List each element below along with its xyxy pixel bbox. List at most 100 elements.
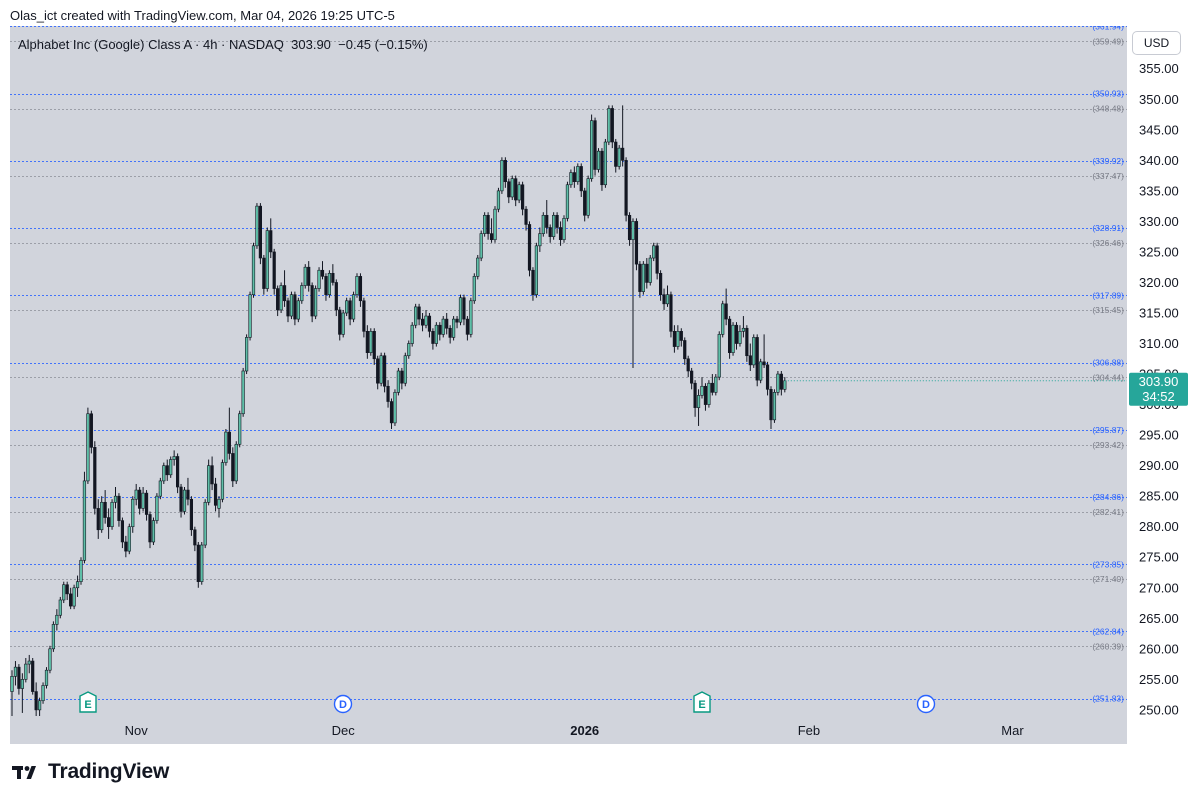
candle-90 — [320, 261, 325, 280]
candle-113 — [400, 367, 404, 390]
earnings-marker[interactable]: E — [693, 691, 711, 713]
candle-97 — [345, 297, 349, 317]
candle-135 — [476, 254, 480, 280]
candle-37 — [138, 487, 142, 515]
candle-26 — [100, 496, 104, 533]
candle-33 — [124, 535, 128, 558]
candle-16 — [65, 581, 69, 600]
time-axis[interactable]: Nov Dec 2026 Feb Mar — [10, 716, 1127, 744]
candle-41 — [151, 517, 156, 546]
candle-216 — [755, 334, 759, 387]
candle-53 — [193, 526, 197, 552]
candle-128 — [451, 316, 456, 341]
candle-74 — [265, 227, 269, 292]
candle-174 — [610, 105, 614, 149]
candle-51 — [186, 477, 190, 506]
candle-195 — [683, 337, 687, 365]
candle-39 — [144, 490, 149, 521]
candle-184 — [645, 258, 649, 289]
dividend-marker[interactable]: D — [916, 694, 936, 714]
level-label-7: (326.46) — [1092, 238, 1124, 248]
candle-93 — [331, 264, 335, 286]
candle-40 — [148, 511, 152, 549]
candle-203 — [710, 374, 714, 396]
candle-136 — [479, 230, 483, 262]
dividend-marker[interactable]: D — [333, 694, 353, 714]
candle-75 — [269, 218, 273, 259]
candle-223 — [779, 371, 783, 396]
level-label-12: (295.87) — [1092, 425, 1124, 435]
y-tick-label: 340.00 — [1139, 153, 1179, 168]
level-label-2: (350.93) — [1092, 89, 1124, 99]
candle-111 — [393, 389, 397, 426]
earnings-marker[interactable]: E — [79, 691, 97, 713]
candle-112 — [396, 367, 401, 396]
svg-text:D: D — [339, 699, 347, 711]
candle-8 — [37, 697, 42, 716]
candle-142 — [500, 157, 504, 194]
candle-22 — [86, 407, 90, 484]
symbol-legend: Alphabet Inc (Google) Class A · 4h · NAS… — [18, 37, 428, 52]
candle-179 — [627, 212, 632, 246]
candle-77 — [276, 285, 280, 317]
x-tick-label: Mar — [1001, 723, 1024, 738]
candle-204 — [714, 374, 718, 396]
candle-60 — [217, 496, 221, 518]
candle-157 — [552, 212, 556, 240]
y-tick-label: 355.00 — [1139, 61, 1179, 76]
level-label-4: (339.92) — [1092, 156, 1124, 166]
candle-14 — [58, 596, 62, 619]
candle-222 — [776, 371, 780, 396]
candle-177 — [621, 105, 625, 167]
candle-15 — [62, 581, 66, 604]
candle-214 — [748, 343, 752, 371]
candle-211 — [738, 325, 742, 347]
candle-165 — [579, 163, 583, 197]
price-levels — [10, 26, 1127, 700]
y-tick-label: 270.00 — [1139, 580, 1179, 595]
candle-122 — [431, 328, 435, 350]
candle-138 — [486, 212, 490, 240]
candle-1 — [13, 661, 18, 686]
candle-141 — [496, 187, 501, 213]
candle-188 — [658, 270, 663, 301]
level-label-5: (337.47) — [1092, 171, 1124, 181]
candle-196 — [686, 355, 690, 378]
candle-21 — [82, 471, 87, 564]
candle-172 — [603, 138, 607, 188]
candle-62 — [224, 429, 228, 466]
candle-131 — [462, 294, 466, 326]
candle-85 — [303, 264, 307, 289]
candle-186 — [652, 242, 656, 262]
candle-171 — [600, 148, 604, 191]
y-tick-label: 320.00 — [1139, 275, 1179, 290]
candle-56 — [203, 499, 207, 549]
symbol-name: Alphabet Inc (Google) Class A · 4h · NAS… — [18, 37, 284, 52]
candle-215 — [752, 334, 756, 368]
candle-161 — [565, 181, 570, 222]
candle-78 — [279, 282, 283, 313]
candle-58 — [210, 456, 214, 491]
candle-52 — [189, 496, 194, 536]
candle-50 — [182, 487, 187, 515]
candle-30 — [113, 487, 118, 509]
candle-178 — [624, 157, 628, 222]
candle-76 — [272, 248, 276, 295]
candle-109 — [386, 380, 390, 408]
candle-129 — [455, 316, 459, 329]
candle-63 — [227, 407, 231, 460]
candle-207 — [724, 288, 728, 326]
y-tick-label: 255.00 — [1139, 672, 1179, 687]
candle-32 — [120, 517, 124, 549]
candle-181 — [634, 218, 639, 271]
candle-144 — [507, 178, 511, 204]
candle-137 — [483, 212, 487, 237]
candle-106 — [376, 355, 380, 390]
candle-118 — [417, 303, 421, 326]
candle-13 — [55, 609, 59, 631]
currency-button[interactable]: USD — [1133, 32, 1180, 54]
candle-36 — [134, 483, 138, 506]
chart-area[interactable] — [10, 26, 1190, 744]
level-label-14: (284.86) — [1092, 492, 1124, 502]
